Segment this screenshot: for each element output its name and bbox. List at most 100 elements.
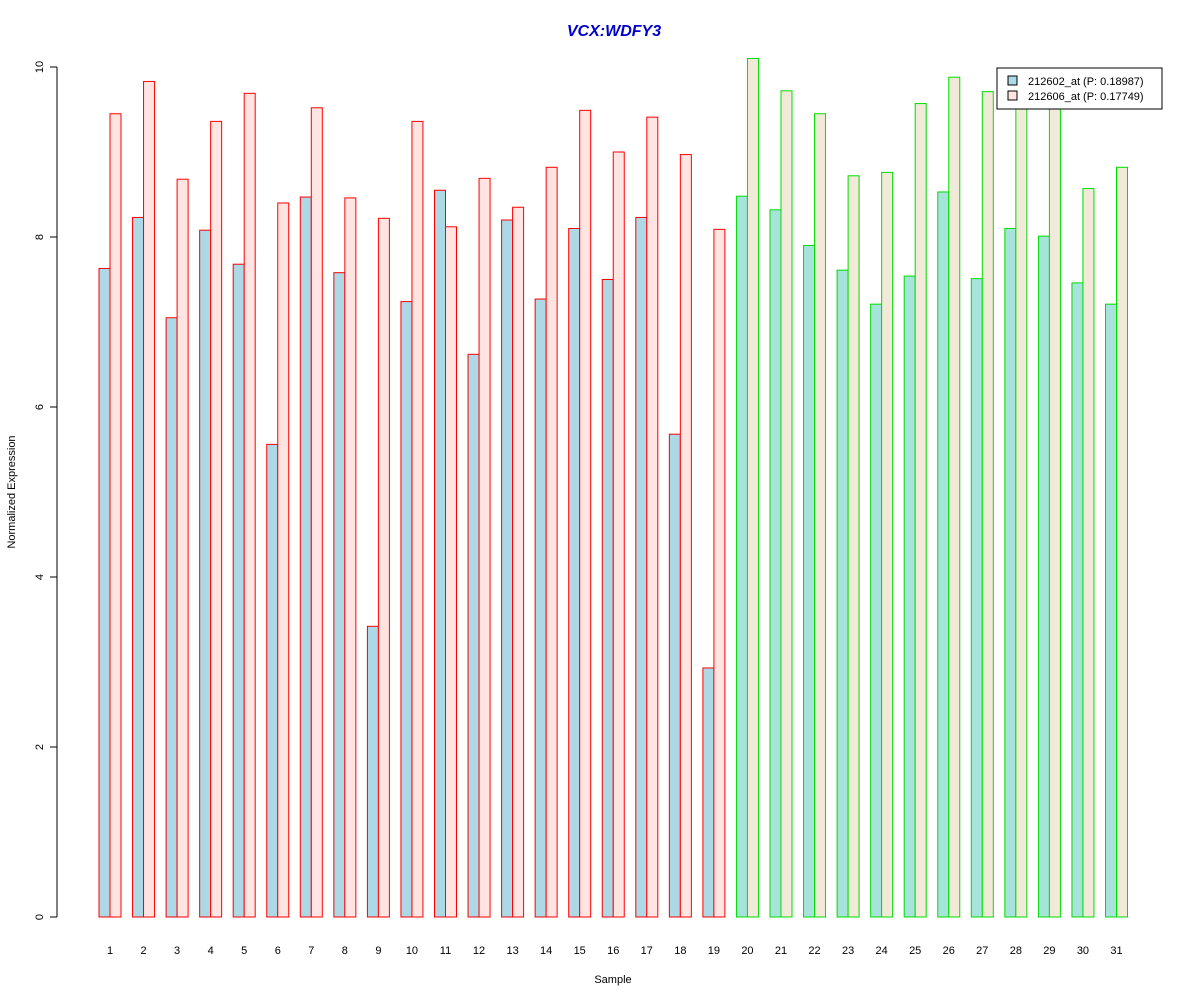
x-tick-label: 3	[174, 945, 180, 957]
bar-series-2-sample-25	[914, 103, 927, 918]
bar-series-2-sample-15	[579, 109, 592, 918]
y-tick-label: 4	[34, 574, 46, 580]
bar-series-1-sample-4	[199, 229, 212, 918]
bar-series-1-sample-26	[937, 191, 950, 918]
bars	[98, 58, 1128, 918]
bar-series-2-sample-11	[445, 226, 457, 918]
bar-series-2-sample-14	[545, 166, 558, 918]
x-tick-label: 22	[808, 945, 820, 957]
y-tick-label: 8	[34, 234, 46, 240]
x-axis: 1 2 3 4 5 6 7 8 9 10 11 12 13 14 15 16 17 18 19 20 21 22 23 24 2…	[107, 945, 1123, 957]
bar-series-2-sample-22	[814, 113, 827, 918]
bar-series-2-sample-1	[109, 113, 122, 918]
x-tick-label: 15	[574, 945, 586, 957]
x-tick-label: 5	[241, 945, 247, 957]
x-tick-label: 11	[440, 945, 451, 957]
bar-series-2-sample-27	[981, 91, 994, 918]
x-tick-label: 6	[275, 945, 281, 957]
legend-swatch-series-1	[1007, 75, 1018, 86]
x-tick-label: 25	[909, 945, 921, 957]
bar-series-2-sample-31	[1116, 166, 1128, 918]
bar-series-1-sample-14	[534, 298, 547, 918]
bar-series-2-sample-2	[143, 80, 156, 918]
bar-series-1-sample-13	[501, 219, 514, 918]
legend-label-series-2: 212606_at (P: 0.17749)	[1028, 91, 1144, 103]
bar-series-2-sample-23	[847, 175, 860, 918]
x-tick-label: 28	[1010, 945, 1022, 957]
bar-series-1-sample-17	[635, 216, 648, 918]
bar-series-2-sample-21	[780, 90, 793, 918]
bar-series-1-sample-5	[232, 263, 245, 918]
bar-series-2-sample-13	[512, 206, 525, 918]
x-tick-label: 9	[375, 945, 381, 957]
bar-series-1-sample-1	[98, 267, 111, 918]
x-tick-label: 31	[1110, 945, 1122, 957]
bar-series-2-sample-8	[344, 197, 357, 918]
x-tick-label: 23	[842, 945, 854, 957]
bar-series-1-sample-7	[299, 196, 312, 918]
bar-series-1-sample-15	[568, 228, 581, 918]
x-tick-label: 29	[1043, 945, 1055, 957]
x-tick-label: 26	[943, 945, 955, 957]
bar-series-2-sample-17	[646, 116, 659, 918]
x-tick-label: 30	[1077, 945, 1089, 957]
bar-series-1-sample-21	[769, 209, 782, 918]
bar-series-1-sample-2	[132, 216, 145, 918]
bar-series-2-sample-4	[210, 120, 223, 918]
x-tick-label: 14	[540, 945, 552, 957]
bar-series-1-sample-9	[366, 625, 379, 918]
bar-series-2-sample-29	[1048, 102, 1061, 918]
bar-series-2-sample-10	[411, 120, 424, 918]
bar-series-2-sample-12	[478, 177, 491, 918]
bar-series-2-sample-6	[277, 202, 290, 918]
y-axis-label: Normalized Expression	[6, 435, 18, 548]
x-tick-label: 17	[641, 945, 653, 957]
legend: 212602_at (P: 0.18987) 212606_at (P: 0.1…	[996, 67, 1163, 110]
x-tick-label: 13	[506, 945, 518, 957]
bar-series-1-sample-31	[1105, 303, 1117, 918]
x-tick-label: 27	[976, 945, 988, 957]
legend-label-series-1: 212602_at (P: 0.18987)	[1028, 76, 1144, 88]
x-tick-label: 20	[741, 945, 753, 957]
bar-series-2-sample-24	[881, 171, 894, 918]
y-tick-label: 0	[34, 914, 46, 920]
bar-series-1-sample-19	[702, 667, 715, 918]
y-tick-label: 2	[34, 744, 46, 750]
bar-series-1-sample-25	[903, 275, 916, 918]
x-tick-label: 21	[775, 945, 787, 957]
chart-title: VCX:WDFY3	[567, 23, 661, 40]
y-tick-label: 10	[34, 61, 46, 73]
bar-series-1-sample-8	[333, 272, 346, 918]
bar-series-1-sample-3	[165, 317, 178, 918]
x-tick-label: 18	[674, 945, 686, 957]
bar-series-2-sample-28	[1015, 106, 1028, 918]
bar-series-1-sample-29	[1037, 235, 1050, 918]
bar-series-2-sample-19	[713, 228, 726, 918]
x-tick-label: 4	[208, 945, 214, 957]
bar-series-1-sample-23	[836, 269, 849, 918]
bar-series-1-sample-28	[1004, 228, 1017, 918]
bar-series-1-sample-16	[601, 279, 614, 918]
bar-series-2-sample-9	[377, 217, 390, 918]
x-tick-label: 16	[607, 945, 619, 957]
x-tick-label: 8	[342, 945, 348, 957]
x-tick-label: 7	[308, 945, 314, 957]
x-tick-label: 24	[876, 945, 888, 957]
bar-series-2-sample-16	[612, 151, 625, 918]
x-tick-label: 19	[708, 945, 720, 957]
x-tick-label: 1	[107, 945, 113, 957]
bar-series-2-sample-20	[746, 58, 759, 918]
bar-series-1-sample-6	[266, 443, 279, 918]
x-axis-label: Sample	[594, 974, 631, 986]
bar-series-1-sample-27	[970, 278, 983, 918]
legend-box	[996, 67, 1163, 110]
bar-series-1-sample-10	[400, 301, 413, 918]
bar-series-2-sample-3	[176, 178, 189, 918]
bar-series-1-sample-11	[434, 189, 446, 918]
x-tick-label: 10	[406, 945, 418, 957]
bar-series-1-sample-20	[735, 195, 748, 918]
bar-series-2-sample-7	[310, 107, 323, 918]
bar-series-2-sample-26	[948, 76, 961, 918]
bar-series-1-sample-12	[467, 353, 480, 918]
bar-series-1-sample-24	[870, 303, 883, 918]
